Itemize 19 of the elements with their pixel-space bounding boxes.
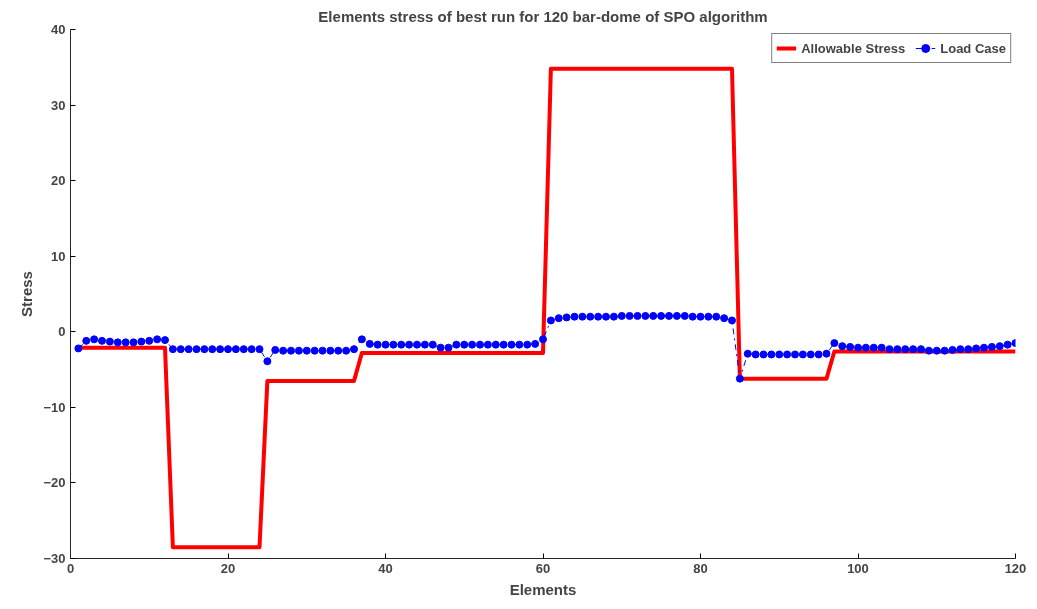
y-tick-label: 40 — [51, 22, 66, 37]
y-tick-label: 30 — [51, 97, 66, 113]
y-axis-title: Stress — [18, 271, 36, 317]
y-tick-label: 10 — [51, 248, 66, 264]
chart-title: Elements stress of best run for 120 bar-dome of SPO algorithm — [318, 7, 768, 25]
x-tick-label: 20 — [220, 560, 236, 576]
x-tick-label: 120 — [1004, 560, 1027, 576]
x-tick-label: 40 — [378, 560, 393, 576]
x-tick-label: 100 — [847, 560, 869, 576]
y-tick-label: −10 — [43, 399, 66, 415]
x-axis-title: Elements — [509, 580, 577, 598]
legend-label: Load Case — [940, 40, 1006, 56]
x-tick-label: 80 — [693, 560, 708, 576]
y-tick-label: 0 — [58, 324, 66, 340]
y-tick-label: −30 — [43, 551, 66, 566]
x-tick-label: 60 — [535, 560, 551, 576]
y-tick-label: 20 — [51, 173, 66, 189]
y-tick-label: −20 — [43, 475, 66, 491]
legend-label: Allowable Stress — [801, 40, 906, 56]
